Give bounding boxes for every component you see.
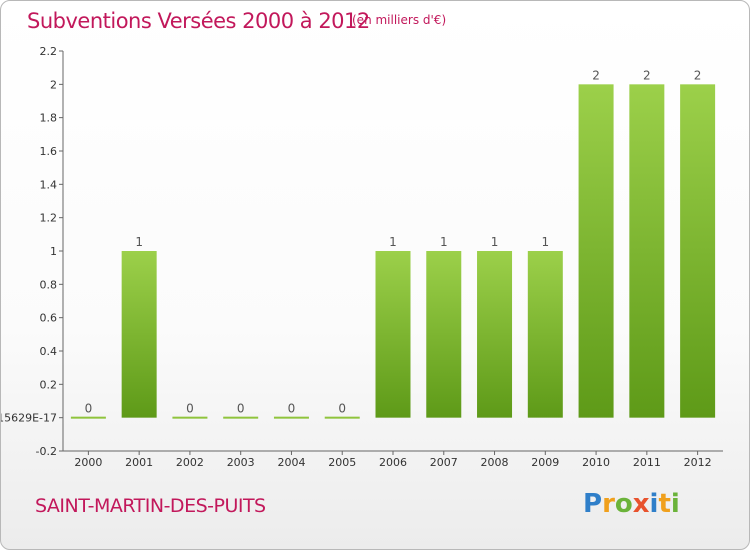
data-label-2006: 1 <box>389 235 397 249</box>
bar-2005 <box>324 416 360 419</box>
y-tick-label: 2 <box>50 78 57 91</box>
logo-letter: t <box>658 489 671 519</box>
data-label-2011: 2 <box>643 68 651 82</box>
x-tick-label-2007: 2007 <box>430 456 458 469</box>
x-tick-label-2004: 2004 <box>277 456 305 469</box>
bar-2003 <box>223 416 259 419</box>
bar-2006 <box>375 251 411 418</box>
commune-name: SAINT-MARTIN-DES-PUITS <box>35 495 266 517</box>
bar-2010 <box>578 84 614 418</box>
x-tick-label-2008: 2008 <box>481 456 509 469</box>
logo-letter: o <box>614 489 633 519</box>
y-tick-label: 1 <box>50 245 57 258</box>
x-tick-label-2005: 2005 <box>328 456 356 469</box>
bar-2001 <box>121 251 157 418</box>
proxiti-logo: Proxiti <box>583 489 680 519</box>
data-label-2010: 2 <box>592 68 600 82</box>
data-label-2009: 1 <box>541 235 549 249</box>
y-tick-label: 0.2 <box>40 378 58 391</box>
data-label-2005: 0 <box>338 402 346 416</box>
bar-2012 <box>680 84 716 418</box>
y-tick-label: 1.4 <box>40 178 58 191</box>
logo-letter: i <box>670 489 680 519</box>
data-label-2001: 1 <box>135 235 143 249</box>
x-tick-label-2000: 2000 <box>74 456 102 469</box>
bar-2000 <box>70 416 106 419</box>
y-tick-label: 0.4 <box>40 345 58 358</box>
x-tick-label-2010: 2010 <box>582 456 610 469</box>
y-tick-label: 1.6 <box>40 145 58 158</box>
y-tick-label: -0.2 <box>36 445 57 458</box>
bar-2009 <box>527 251 563 418</box>
data-label-2007: 1 <box>440 235 448 249</box>
data-label-2012: 2 <box>694 68 702 82</box>
logo-letter: r <box>602 489 615 519</box>
x-tick-label-2009: 2009 <box>531 456 559 469</box>
chart-unit-subtitle: (en milliers d'€) <box>352 13 447 27</box>
y-tick-label: 0.8 <box>40 278 58 291</box>
bar-2008 <box>477 251 513 418</box>
logo-letter: i <box>649 489 659 519</box>
data-label-2004: 0 <box>288 402 296 416</box>
data-label-2008: 1 <box>491 235 499 249</box>
y-tick-label: 1.2 <box>40 212 58 225</box>
data-label-2002: 0 <box>186 402 194 416</box>
y-tick-label: -1.15629E-17 <box>1 412 57 425</box>
data-label-2000: 0 <box>85 402 93 416</box>
y-tick-label: 1.8 <box>40 112 58 125</box>
x-tick-label-2003: 2003 <box>227 456 255 469</box>
data-label-2003: 0 <box>237 402 245 416</box>
bar-2004 <box>273 416 309 419</box>
x-tick-label-2002: 2002 <box>176 456 204 469</box>
bar-2007 <box>426 251 462 418</box>
logo-letter: x <box>632 489 650 519</box>
chart-title: Subventions Versées 2000 à 2012 <box>27 9 370 33</box>
x-tick-label-2012: 2012 <box>684 456 712 469</box>
x-tick-label-2001: 2001 <box>125 456 153 469</box>
bar-2002 <box>172 416 208 419</box>
y-tick-label: 0.6 <box>40 312 58 325</box>
y-tick-label: 2.2 <box>40 45 58 58</box>
x-tick-label-2011: 2011 <box>633 456 661 469</box>
x-tick-label-2006: 2006 <box>379 456 407 469</box>
bar-2011 <box>629 84 665 418</box>
logo-letter: P <box>583 489 603 519</box>
